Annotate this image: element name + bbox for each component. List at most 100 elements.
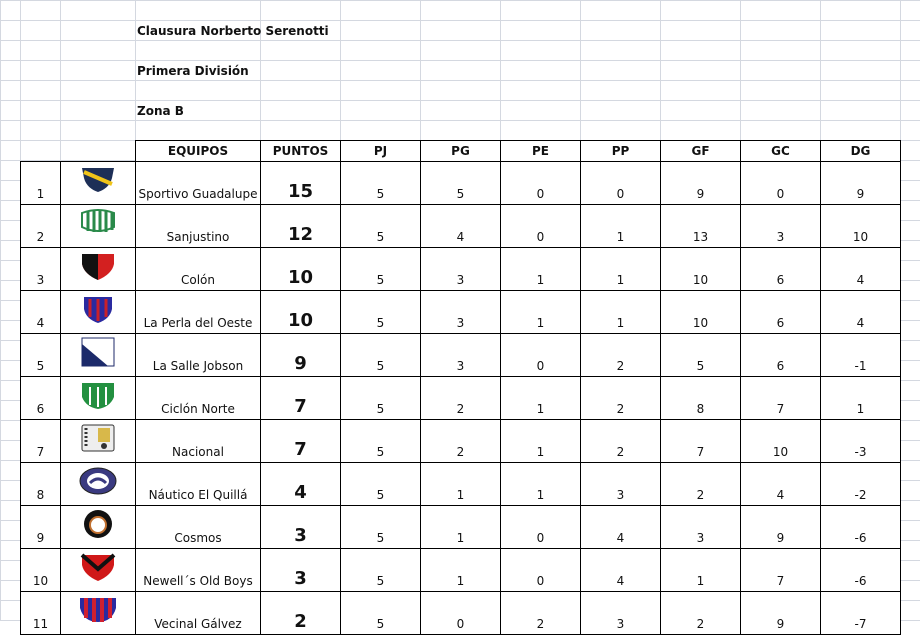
team-logo xyxy=(60,333,136,377)
cell-pos: 11 xyxy=(20,591,61,635)
cell-team: Vecinal Gálvez xyxy=(135,591,261,635)
cell-pos: 9 xyxy=(20,505,61,549)
cell-gf: 9 xyxy=(660,161,741,205)
cell-pe: 0 xyxy=(500,548,581,592)
cell-gf: 2 xyxy=(660,462,741,506)
cell-pp: 4 xyxy=(580,505,661,549)
cell-team: Ciclón Norte xyxy=(135,376,261,420)
cell-gf: 13 xyxy=(660,204,741,248)
division-title: Primera División xyxy=(137,64,249,78)
cell-pg: 2 xyxy=(420,419,501,463)
cell-gc: 7 xyxy=(740,376,821,420)
cell-dg: -1 xyxy=(820,333,901,377)
cell-pos: 1 xyxy=(20,161,61,205)
cell-pts: 15 xyxy=(260,161,341,205)
cell-gc: 10 xyxy=(740,419,821,463)
cell-pp: 1 xyxy=(580,247,661,291)
cell-gc: 7 xyxy=(740,548,821,592)
cell-pp: 2 xyxy=(580,419,661,463)
vecinal-galvez-crest-icon xyxy=(80,598,116,622)
cell-pts: 3 xyxy=(260,505,341,549)
table-row: 4 La Perla del Oeste 10 5 3 1 1 10 6 4 xyxy=(20,290,901,334)
cell-pe: 1 xyxy=(500,290,581,334)
cell-dg: -6 xyxy=(820,505,901,549)
cell-team: La Perla del Oeste xyxy=(135,290,261,334)
cell-pts: 10 xyxy=(260,247,341,291)
la-salle-crest-icon xyxy=(81,337,115,367)
column-header-dg: DG xyxy=(820,140,901,162)
cell-dg: 1 xyxy=(820,376,901,420)
table-row: 11 Vecinal Gálvez 2 5 0 2 3 2 9 -7 xyxy=(20,591,901,635)
cell-dg: -6 xyxy=(820,548,901,592)
sportivo-guadalupe-crest-icon xyxy=(82,168,114,192)
cell-pts: 2 xyxy=(260,591,341,635)
cell-pts: 7 xyxy=(260,419,341,463)
cell-gc: 0 xyxy=(740,161,821,205)
cell-gc: 4 xyxy=(740,462,821,506)
cell-pj: 5 xyxy=(340,161,421,205)
team-logo xyxy=(60,462,136,506)
header-row: EQUIPOS PUNTOS PJ PG PE PP GF GC DG xyxy=(21,140,901,162)
team-logo xyxy=(60,204,136,248)
cell-team: Nacional xyxy=(135,419,261,463)
cell-gf: 10 xyxy=(660,290,741,334)
cell-dg: -3 xyxy=(820,419,901,463)
la-perla-crest-icon xyxy=(84,297,112,323)
cell-pos: 6 xyxy=(20,376,61,420)
cell-pg: 1 xyxy=(420,505,501,549)
blank-header xyxy=(61,141,136,162)
column-header-gc: GC xyxy=(740,140,821,162)
cell-pos: 10 xyxy=(20,548,61,592)
column-header-puntos: PUNTOS xyxy=(260,140,341,162)
column-header-pp: PP xyxy=(580,140,661,162)
cell-dg: 4 xyxy=(820,290,901,334)
gridline xyxy=(900,0,901,621)
cell-pe: 1 xyxy=(500,376,581,420)
cell-pe: 1 xyxy=(500,462,581,506)
cell-gc: 6 xyxy=(740,247,821,291)
cell-pg: 1 xyxy=(420,462,501,506)
cell-pj: 5 xyxy=(340,505,421,549)
cell-team: La Salle Jobson xyxy=(135,333,261,377)
cell-team: Sanjustino xyxy=(135,204,261,248)
cell-pe: 1 xyxy=(500,247,581,291)
team-logo xyxy=(60,548,136,592)
table-row: 5 La Salle Jobson 9 5 3 0 2 5 6 -1 xyxy=(20,333,901,377)
cell-team: Sportivo Guadalupe xyxy=(135,161,261,205)
cell-pts: 9 xyxy=(260,333,341,377)
cell-pts: 3 xyxy=(260,548,341,592)
cell-pj: 5 xyxy=(340,376,421,420)
standings-table: EQUIPOS PUNTOS PJ PG PE PP GF GC DG 1 Sportivo Gu… xyxy=(20,140,901,635)
cell-gf: 1 xyxy=(660,548,741,592)
sanjustino-crest-icon xyxy=(81,209,115,232)
cell-pj: 5 xyxy=(340,419,421,463)
cell-pe: 0 xyxy=(500,204,581,248)
cell-team: Newell´s Old Boys xyxy=(135,548,261,592)
cell-gc: 9 xyxy=(740,505,821,549)
nautico-crest-icon xyxy=(79,467,117,495)
cell-team: Cosmos xyxy=(135,505,261,549)
team-logo xyxy=(60,161,136,205)
cell-team: Colón xyxy=(135,247,261,291)
column-header-equipos: EQUIPOS xyxy=(135,140,261,162)
zone-title: Zona B xyxy=(137,104,184,118)
cell-pe: 1 xyxy=(500,419,581,463)
team-logo xyxy=(60,419,136,463)
cell-pp: 2 xyxy=(580,376,661,420)
cell-pj: 5 xyxy=(340,462,421,506)
cell-pts: 10 xyxy=(260,290,341,334)
cell-pp: 1 xyxy=(580,204,661,248)
cell-pos: 7 xyxy=(20,419,61,463)
newells-crest-icon xyxy=(80,553,116,581)
cell-pos: 5 xyxy=(20,333,61,377)
cell-pp: 1 xyxy=(580,290,661,334)
table-row: 9 Cosmos 3 5 1 0 4 3 9 -6 xyxy=(20,505,901,549)
blank-header xyxy=(21,141,61,162)
cell-dg: 9 xyxy=(820,161,901,205)
cell-pg: 1 xyxy=(420,548,501,592)
column-header-pe: PE xyxy=(500,140,581,162)
cell-pp: 2 xyxy=(580,333,661,377)
column-header-pg: PG xyxy=(420,140,501,162)
cell-pos: 2 xyxy=(20,204,61,248)
cell-pts: 4 xyxy=(260,462,341,506)
